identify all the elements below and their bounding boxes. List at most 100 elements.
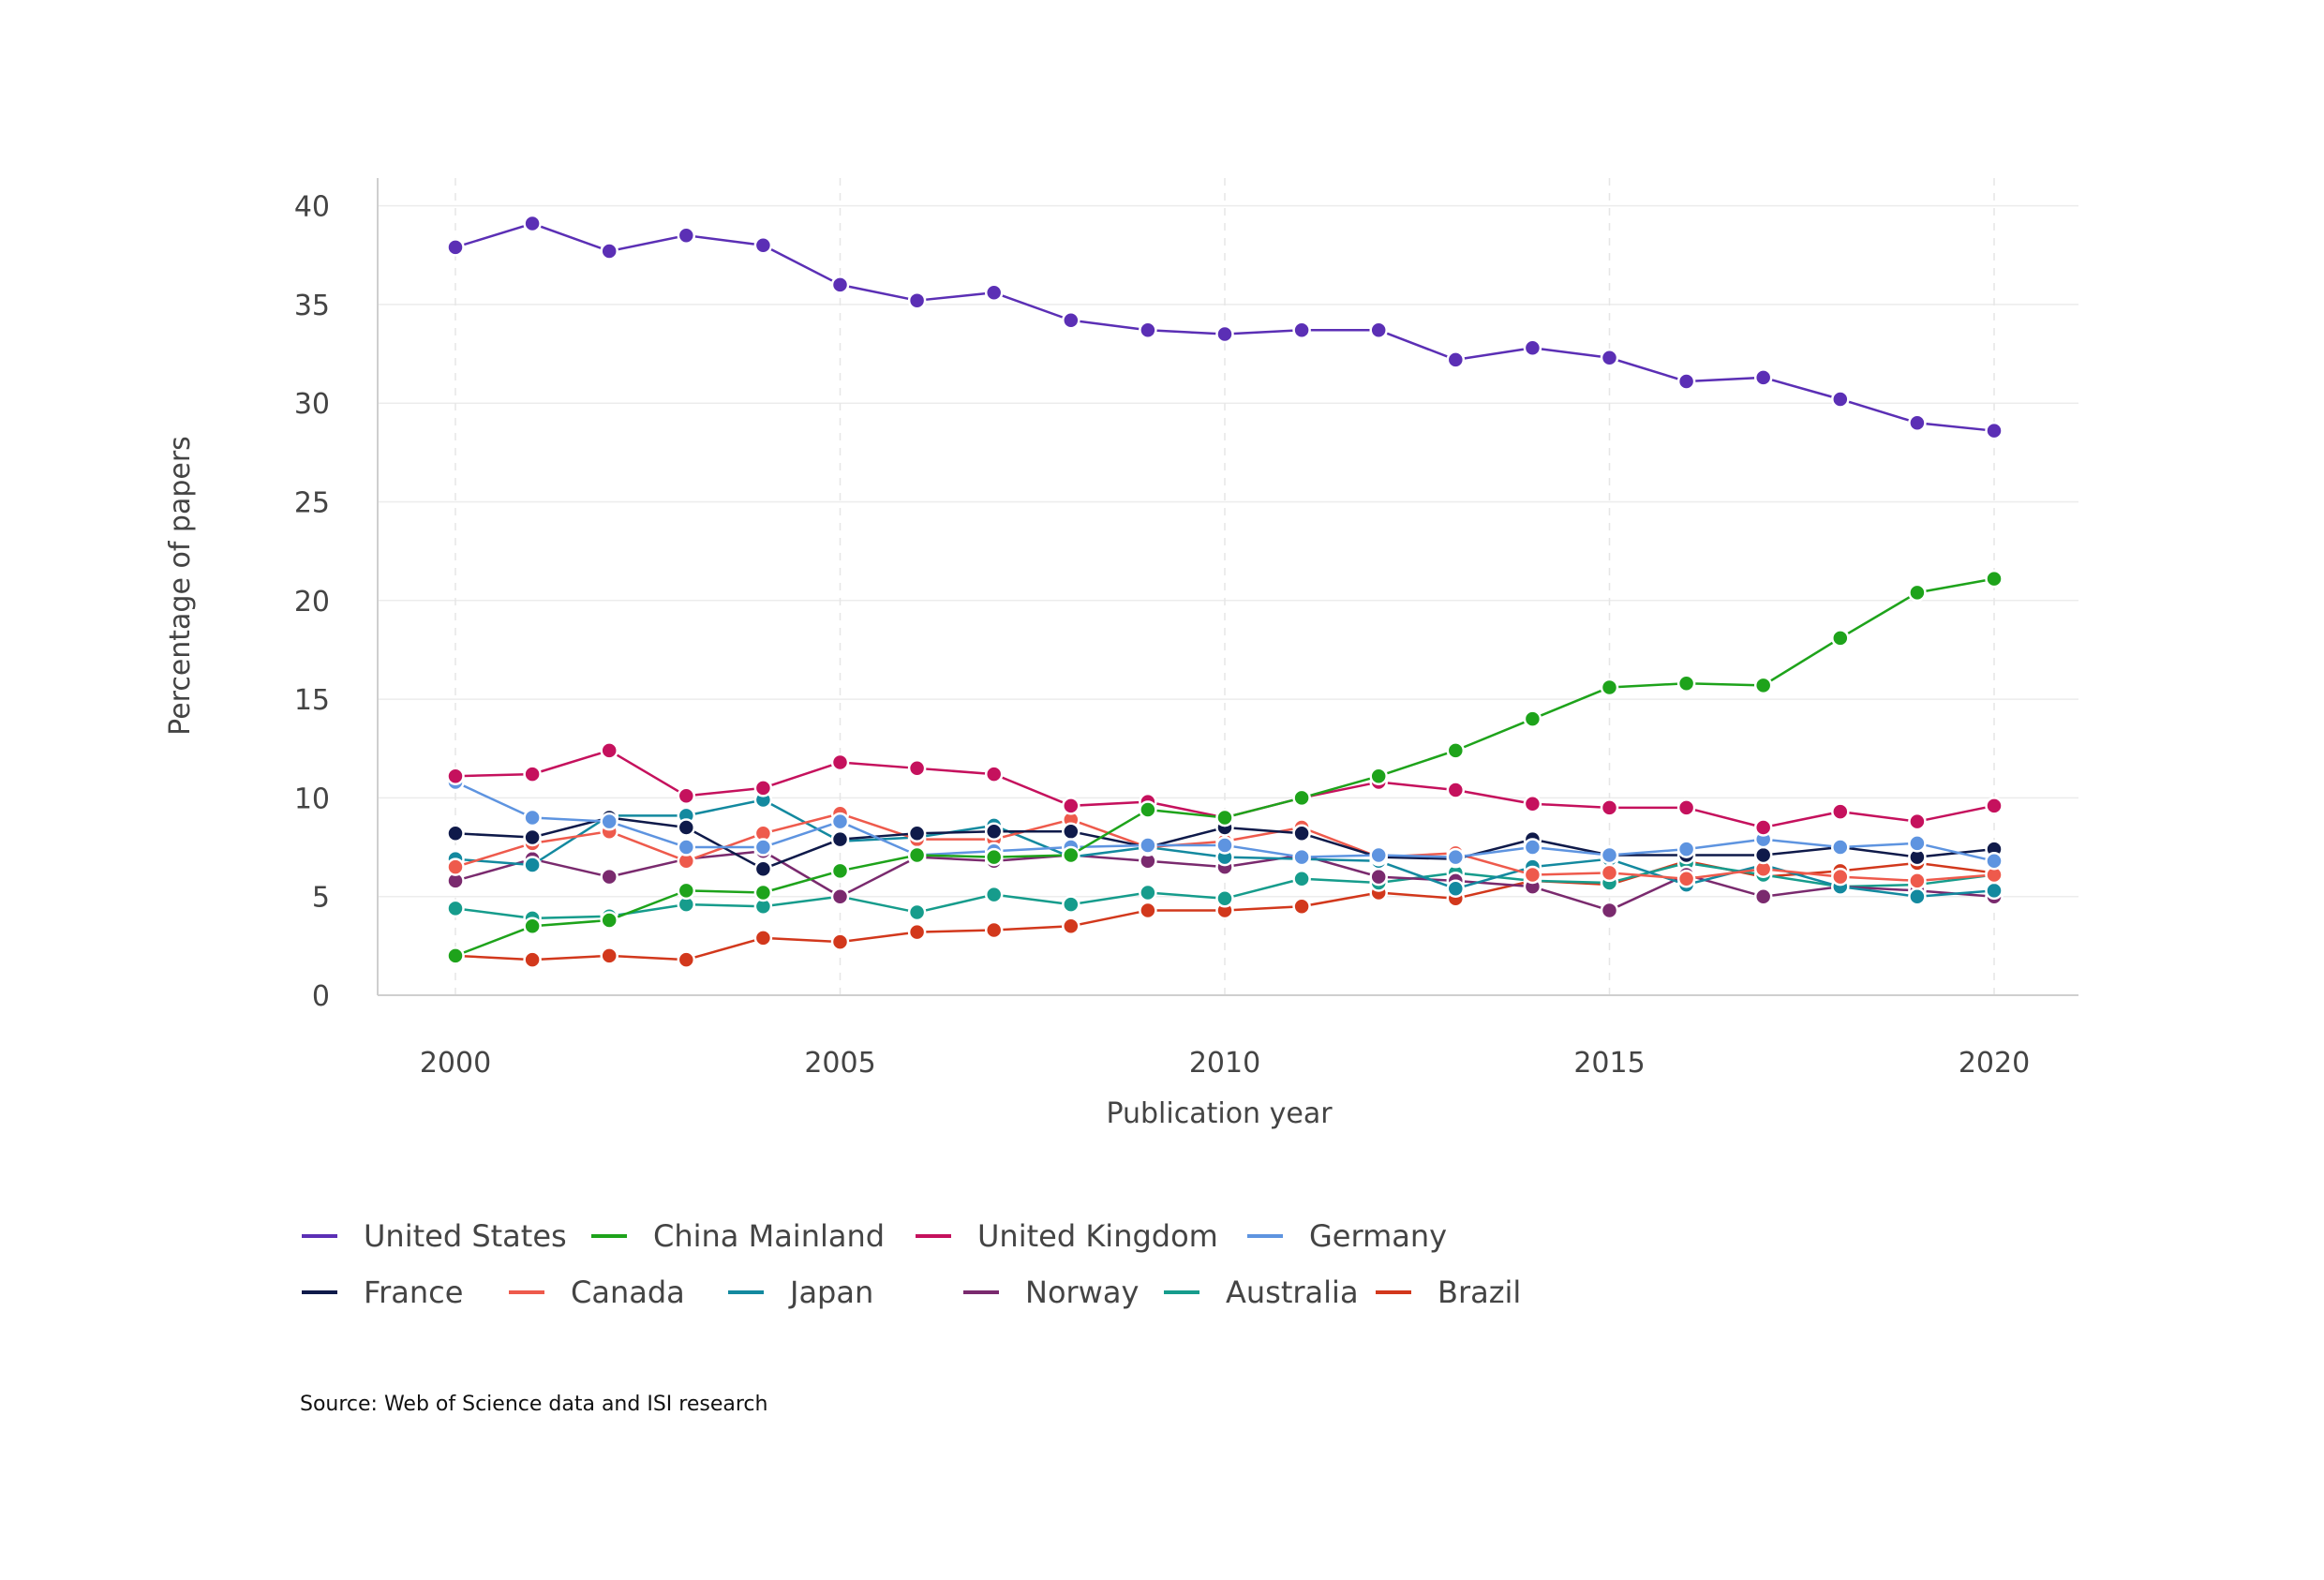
data-point [1062, 917, 1080, 936]
data-point [1523, 794, 1542, 813]
data-point [446, 824, 465, 843]
data-point [1676, 372, 1696, 391]
data-point [600, 242, 618, 261]
data-point [753, 929, 773, 947]
y-tick-label: 10 [294, 783, 330, 815]
data-point [1523, 709, 1542, 728]
data-point [753, 235, 773, 255]
data-point [1676, 798, 1696, 817]
y-tick-label: 0 [312, 980, 330, 1013]
legend-item: Japan [728, 1274, 873, 1310]
data-point [1446, 847, 1466, 867]
data-point [446, 899, 465, 918]
data-point [830, 753, 850, 772]
data-point [677, 786, 696, 806]
data-point [984, 765, 1004, 783]
y-tick-label: 5 [312, 882, 330, 915]
data-point [1292, 824, 1311, 843]
data-point [446, 238, 465, 257]
data-point [907, 902, 927, 922]
legend-item: Brazil [1376, 1274, 1521, 1310]
data-point [1062, 822, 1080, 841]
data-point [1908, 872, 1927, 890]
y-tick-label: 15 [294, 684, 330, 717]
data-point [1908, 834, 1927, 853]
data-point [1753, 818, 1773, 837]
data-point [1062, 797, 1080, 815]
data-point [446, 857, 465, 876]
x-tick-label: 2000 [420, 1047, 491, 1080]
data-point [523, 917, 542, 936]
data-point [1062, 845, 1080, 865]
y-tick-label: 25 [294, 487, 330, 520]
data-point [830, 932, 850, 951]
data-point [1600, 863, 1619, 883]
data-point [1139, 883, 1157, 902]
legend-label: Canada [571, 1274, 685, 1310]
data-point [523, 856, 542, 874]
data-point [907, 824, 927, 843]
data-point [830, 829, 850, 849]
data-point [1523, 838, 1542, 857]
data-point [1139, 800, 1157, 819]
data-point [600, 741, 618, 760]
series-united-states [446, 214, 2004, 440]
data-point [1985, 852, 2004, 871]
legend-label: Norway [1025, 1274, 1139, 1310]
data-point [1985, 881, 2004, 901]
data-point [523, 827, 542, 847]
data-point [1215, 889, 1234, 908]
data-point [753, 859, 773, 878]
data-point [1292, 847, 1311, 867]
data-point [1292, 869, 1311, 888]
data-point [1831, 390, 1850, 409]
data-point [677, 838, 696, 857]
data-point [523, 808, 542, 827]
data-point [1676, 869, 1696, 888]
data-point [446, 947, 465, 965]
data-point [753, 779, 773, 797]
data-point [907, 845, 927, 865]
legend-label: Brazil [1438, 1274, 1521, 1310]
data-point [600, 947, 618, 965]
data-point [984, 920, 1004, 940]
data-point [1215, 836, 1234, 855]
axes: 0 5 10 15 20 25 30 35 40 2000 2005 2010 2015 2020 [294, 178, 2078, 1080]
data-point [1292, 788, 1311, 808]
data-point [1139, 836, 1157, 855]
data-point [1292, 897, 1311, 916]
y-tick-label: 20 [294, 586, 330, 619]
data-point [1446, 350, 1466, 369]
data-point [600, 867, 618, 887]
data-point [984, 847, 1004, 867]
data-point [1523, 865, 1542, 885]
y-tick-label: 40 [294, 191, 330, 224]
series-china-mainland [446, 569, 2004, 965]
x-tick-label: 2015 [1573, 1047, 1645, 1080]
data-point [1139, 901, 1157, 920]
data-point [1446, 741, 1466, 760]
data-point [907, 759, 927, 778]
data-point [830, 887, 850, 906]
data-point [1676, 840, 1696, 858]
data-point [1062, 310, 1080, 330]
data-point [1523, 338, 1542, 357]
data-point [523, 214, 542, 233]
legend-label: France [364, 1274, 463, 1310]
data-point [1446, 879, 1466, 899]
data-point [523, 765, 542, 783]
data-point [1600, 901, 1619, 920]
x-tick-label: 2020 [1959, 1047, 2030, 1080]
data-point [1831, 629, 1850, 648]
data-point [1908, 413, 1927, 433]
data-point [830, 812, 850, 831]
data-point [984, 822, 1004, 841]
data-point [1600, 678, 1619, 697]
data-point [1753, 887, 1773, 906]
data-point [1369, 320, 1388, 340]
data-point [1831, 867, 1850, 887]
data-point [1600, 845, 1619, 865]
series-lines [446, 214, 2004, 969]
data-point [907, 291, 927, 310]
